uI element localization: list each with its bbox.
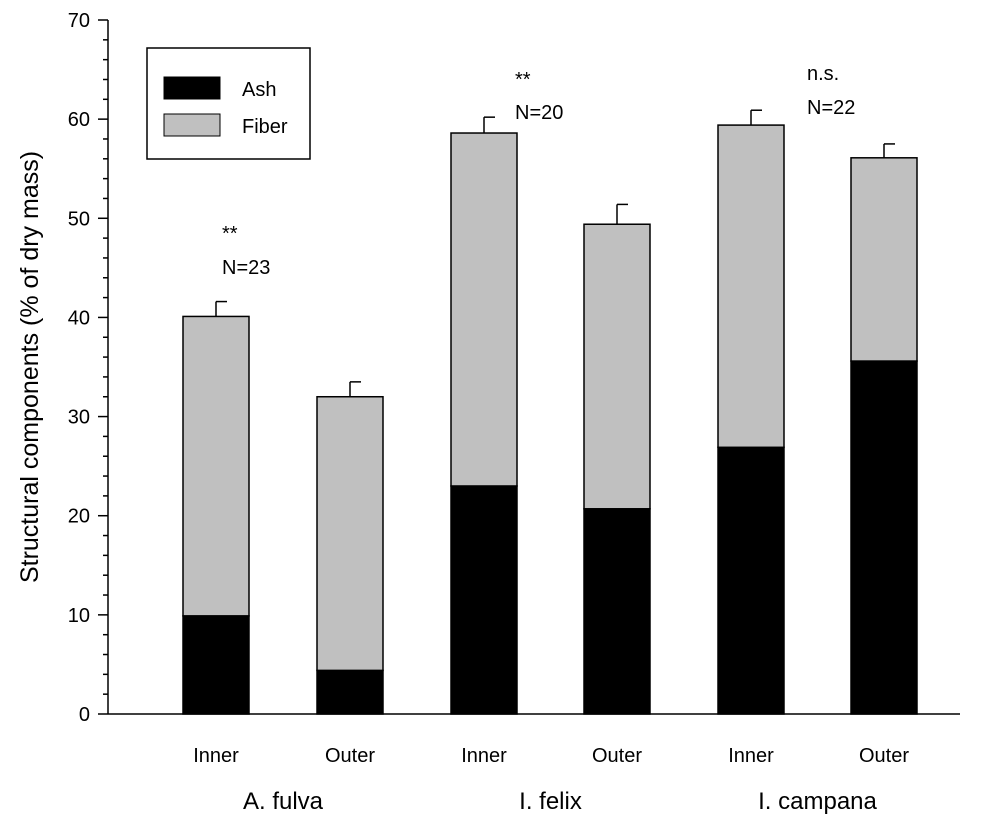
x-tick-label: Outer	[325, 745, 375, 767]
y-tick-label: 30	[68, 407, 90, 429]
significance-label: n.s.	[807, 63, 839, 85]
legend: Ash Fiber	[146, 47, 311, 160]
group-label: I. felix	[519, 788, 582, 815]
legend-swatch-ash	[163, 76, 221, 100]
bar-fiber-outer	[583, 223, 651, 510]
bar-ash-outer	[583, 508, 651, 715]
y-tick-label: 40	[68, 307, 90, 329]
x-tick-label: Outer	[592, 745, 642, 767]
axes-layer: 0 10 20 30 40 50 60 70	[68, 10, 960, 726]
y-tick-label: 20	[68, 506, 90, 528]
sample-size-label: N=23	[222, 257, 270, 279]
y-tick-label: 70	[68, 10, 90, 32]
x-tick-label: Inner	[193, 745, 239, 767]
sample-size-label: N=20	[515, 102, 563, 124]
legend-label-ash: Ash	[242, 79, 276, 101]
y-tick-label: 50	[68, 208, 90, 230]
bar-fiber-outer	[850, 157, 918, 362]
annotations-layer: ** N=23 ** N=20 n.s. N=22	[222, 63, 855, 279]
x-tick-label: Outer	[859, 745, 909, 767]
legend-label-fiber: Fiber	[242, 116, 288, 138]
bar-ash-inner	[717, 446, 785, 715]
legend-swatch-fiber	[163, 113, 221, 137]
bar-fiber-inner	[182, 315, 250, 617]
significance-label: **	[222, 223, 238, 245]
sample-size-label: N=22	[807, 97, 855, 119]
y-tick-label: 60	[68, 109, 90, 131]
bar-fiber-inner	[717, 124, 785, 449]
y-tick-label: 10	[68, 605, 90, 627]
x-tick-label: Inner	[461, 745, 507, 767]
bar-ash-inner	[182, 615, 250, 715]
x-tick-label: Inner	[728, 745, 774, 767]
significance-label: **	[515, 69, 531, 91]
legend-box	[146, 47, 311, 160]
group-label: I. campana	[758, 788, 877, 815]
group-label: A. fulva	[243, 788, 324, 815]
y-tick-label: 0	[79, 704, 90, 726]
bar-fiber-inner	[450, 132, 518, 487]
bar-ash-outer	[316, 669, 384, 715]
bar-fiber-outer	[316, 395, 384, 672]
bars-layer	[182, 109, 918, 715]
y-axis-label: Structural components (% of dry mass)	[16, 151, 44, 583]
bar-ash-inner	[450, 485, 518, 715]
bar-ash-outer	[850, 360, 918, 715]
